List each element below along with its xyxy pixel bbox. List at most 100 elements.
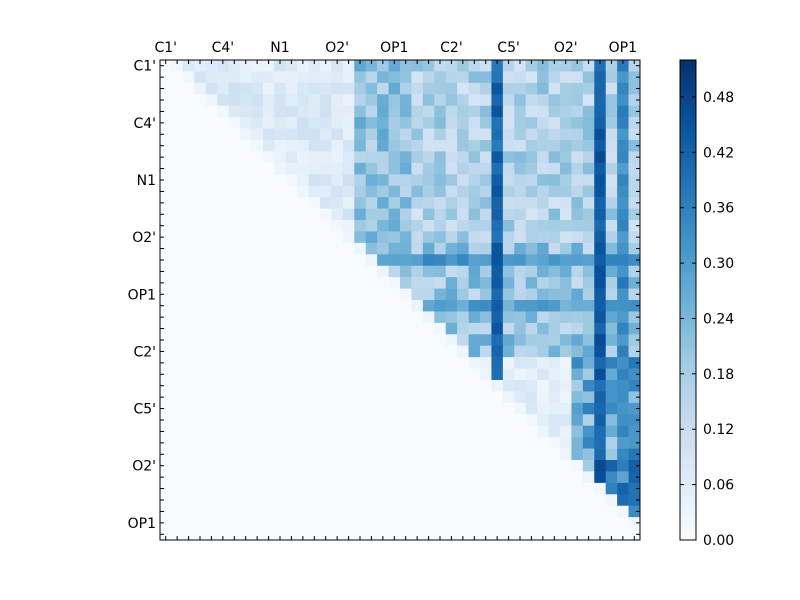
heatmap-cell: [457, 494, 469, 507]
heatmap-cell: [537, 288, 549, 301]
heatmap-cell: [400, 414, 412, 427]
heatmap-cell: [548, 140, 561, 152]
heatmap-cell: [342, 517, 355, 529]
heatmap-cell: [388, 265, 401, 278]
heatmap-cell: [377, 494, 389, 507]
colorbar-segment: [680, 372, 696, 375]
heatmap-cell: [548, 517, 561, 529]
heatmap-cell: [228, 231, 241, 244]
heatmap-cell: [160, 254, 172, 267]
heatmap-cell: [422, 117, 435, 129]
heatmap-cell: [274, 345, 287, 358]
heatmap-cell: [434, 300, 447, 312]
heatmap-cell: [491, 300, 504, 312]
heatmap-cell: [571, 391, 584, 404]
colorbar-segment: [680, 352, 696, 355]
colorbar-segment: [680, 172, 696, 175]
heatmap-cell: [160, 345, 172, 358]
heatmap-cell: [582, 402, 595, 415]
heatmap-cell: [354, 517, 367, 529]
colorbar-segment: [680, 344, 696, 347]
heatmap-cell: [434, 128, 447, 141]
heatmap-cell: [342, 391, 355, 404]
heatmap-cell: [160, 460, 172, 472]
heatmap-cell: [525, 494, 538, 507]
colorbar-segment: [680, 102, 696, 105]
heatmap-cell: [468, 414, 481, 427]
heatmap-cell: [491, 425, 504, 438]
heatmap-cell: [468, 265, 481, 278]
heatmap-cell: [502, 197, 515, 209]
colorbar-segment: [680, 310, 696, 313]
heatmap-cell: [205, 437, 218, 449]
heatmap-cell: [331, 220, 344, 232]
heatmap-cell: [182, 425, 195, 438]
heatmap-cell: [457, 482, 469, 495]
colorbar-segment: [680, 476, 696, 479]
colorbar-segment: [680, 116, 696, 119]
heatmap-cell: [308, 174, 321, 187]
heatmap-cell: [571, 414, 584, 427]
heatmap-cell: [617, 528, 629, 541]
colorbar-segment: [680, 234, 696, 237]
heatmap-cell: [457, 185, 469, 198]
heatmap-cell: [480, 482, 492, 495]
heatmap-cell: [194, 482, 207, 495]
heatmap-cell: [320, 185, 332, 198]
heatmap-cell: [160, 334, 172, 347]
colorbar-segment: [680, 532, 696, 535]
colorbar-segment: [680, 368, 696, 371]
heatmap-cell: [491, 345, 504, 358]
heatmap-cell: [480, 185, 492, 198]
heatmap-cell: [582, 208, 595, 221]
heatmap-cell: [285, 288, 298, 301]
heatmap-cell: [628, 185, 641, 198]
heatmap-cell: [297, 185, 309, 198]
heatmap-cell: [560, 528, 572, 541]
heatmap-cell: [240, 311, 252, 324]
heatmap-cell: [514, 517, 527, 529]
heatmap-cell: [628, 94, 641, 107]
heatmap-cell: [582, 345, 595, 358]
heatmap-cell: [194, 94, 207, 107]
heatmap-cell: [354, 448, 367, 461]
heatmap-cell: [411, 482, 424, 495]
heatmap-cell: [354, 60, 367, 72]
colorbar-segment: [680, 380, 696, 383]
heatmap-cell: [388, 300, 401, 312]
heatmap-cell: [377, 471, 389, 484]
heatmap-cell: [240, 357, 252, 369]
heatmap-cell: [422, 471, 435, 484]
heatmap-cell: [605, 414, 618, 427]
heatmap-cell: [251, 277, 264, 289]
heatmap-cell: [240, 174, 252, 187]
heatmap-cell: [182, 300, 195, 312]
colorbar-segment: [680, 120, 696, 123]
heatmap-cell: [251, 60, 264, 72]
heatmap-cell: [514, 231, 527, 244]
heatmap-cell: [605, 140, 618, 152]
heatmap-cell: [525, 231, 538, 244]
heatmap-cell: [400, 505, 412, 518]
heatmap-cell: [308, 220, 321, 232]
heatmap-cell: [320, 151, 332, 164]
heatmap-cell: [468, 311, 481, 324]
heatmap-cell: [354, 220, 367, 232]
colorbar-segment: [680, 216, 696, 219]
heatmap-cell: [571, 60, 584, 72]
heatmap-cell: [594, 505, 607, 518]
heatmap-cell: [628, 105, 641, 118]
heatmap-cell: [320, 517, 332, 529]
heatmap-cell: [285, 380, 298, 392]
heatmap-cell: [205, 345, 218, 358]
heatmap-cell: [502, 528, 515, 541]
heatmap-cell: [571, 82, 584, 95]
colorbar-segment: [680, 422, 696, 425]
heatmap-cell: [480, 105, 492, 118]
heatmap-cell: [274, 82, 287, 95]
heatmap-cell: [628, 391, 641, 404]
heatmap-cell: [251, 300, 264, 312]
heatmap-cell: [422, 71, 435, 84]
heatmap-cell: [388, 494, 401, 507]
heatmap-cell: [525, 380, 538, 392]
